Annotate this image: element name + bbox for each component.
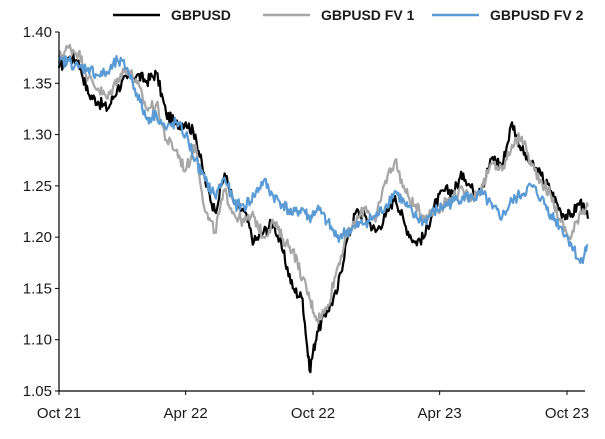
y-tick-label: 1.15	[23, 280, 52, 297]
y-tick-label: 1.10	[23, 332, 52, 349]
y-tick-label: 1.25	[23, 178, 52, 195]
y-tick-label: 1.05	[23, 383, 52, 400]
legend-label: GBPUSD FV 1	[321, 7, 415, 23]
legend-label: GBPUSD FV 2	[490, 7, 584, 23]
series-line-3	[57, 54, 589, 265]
y-tick-label: 1.30	[23, 127, 52, 144]
y-ticks: 1.05 1.10 1.15 1.20 1.25 1.30 1.35 1.40	[23, 24, 59, 400]
legend-label: GBPUSD	[171, 7, 231, 23]
x-tick-label: Apr 23	[418, 405, 462, 422]
y-tick-label: 1.20	[23, 229, 52, 246]
axes	[58, 32, 585, 392]
x-tick-label: Oct 23	[545, 405, 589, 422]
x-ticks: Oct 21 Apr 22 Oct 22 Apr 23 Oct 23	[37, 391, 589, 422]
x-tick-label: Oct 21	[37, 405, 81, 422]
y-tick-label: 1.35	[23, 75, 52, 92]
y-tick-label: 1.40	[23, 24, 52, 41]
series-line-2	[57, 43, 589, 325]
x-tick-label: Oct 22	[291, 405, 335, 422]
legend: GBPUSD GBPUSD FV 1 GBPUSD FV 2	[113, 7, 584, 23]
series-layer	[57, 43, 589, 374]
x-tick-label: Apr 22	[164, 405, 208, 422]
